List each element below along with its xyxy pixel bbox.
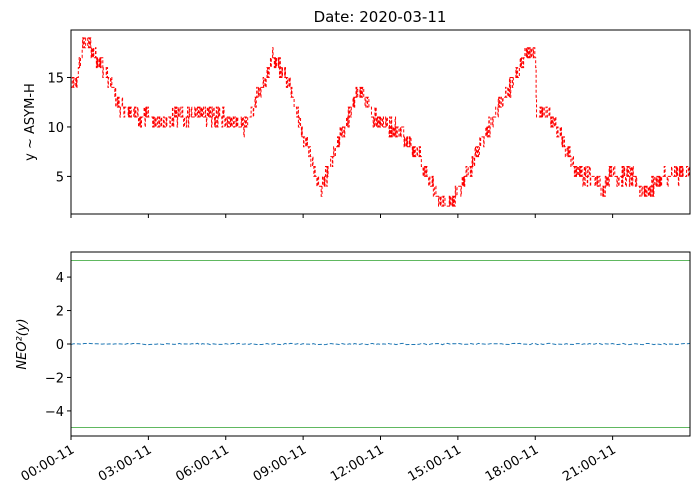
bottom-x-tick-label: 06:00-11 bbox=[173, 442, 231, 484]
bottom-x-tick-label: 03:00-11 bbox=[96, 442, 154, 484]
neo-series-line bbox=[70, 342, 691, 346]
bottom-x-tick-label: 18:00-11 bbox=[483, 442, 541, 484]
bottom-y-tick-label: 0 bbox=[56, 338, 64, 353]
bottom-y-tick-label: 2 bbox=[56, 305, 64, 320]
asym-h-series-line bbox=[71, 37, 691, 207]
bottom-y-tick-label: 4 bbox=[56, 271, 64, 286]
top-y-tick-label: 15 bbox=[47, 71, 64, 86]
bottom-x-tick-label: 21:00-11 bbox=[560, 442, 618, 484]
bottom-axes-frame bbox=[70, 251, 691, 437]
top-y-axis-label: y ~ ASYM-H bbox=[23, 83, 38, 161]
chart-title: Date: 2020-03-11 bbox=[314, 8, 447, 26]
neo-panel: −4 −2 0 2 4 00:00-11 03:00-11 06:00-11 09:00-11 1… bbox=[15, 251, 691, 485]
bottom-x-tick-label: 09:00-11 bbox=[251, 442, 309, 484]
top-axes-frame bbox=[70, 29, 691, 215]
bottom-y-axis-label: NEO²(y) bbox=[15, 318, 30, 369]
asym-h-panel: Date: 2020-03-11 5 10 15 y ~ ASYM-H bbox=[23, 8, 691, 218]
top-y-tick-label: 5 bbox=[56, 170, 64, 185]
bottom-x-tick-label: 12:00-11 bbox=[328, 442, 386, 484]
bottom-y-tick-label: −2 bbox=[45, 371, 64, 386]
bottom-x-tick-label: 00:00-11 bbox=[19, 442, 77, 484]
bottom-x-tick-label: 15:00-11 bbox=[406, 442, 464, 484]
top-y-tick-label: 10 bbox=[47, 121, 64, 136]
bottom-y-tick-label: −4 bbox=[45, 405, 64, 420]
